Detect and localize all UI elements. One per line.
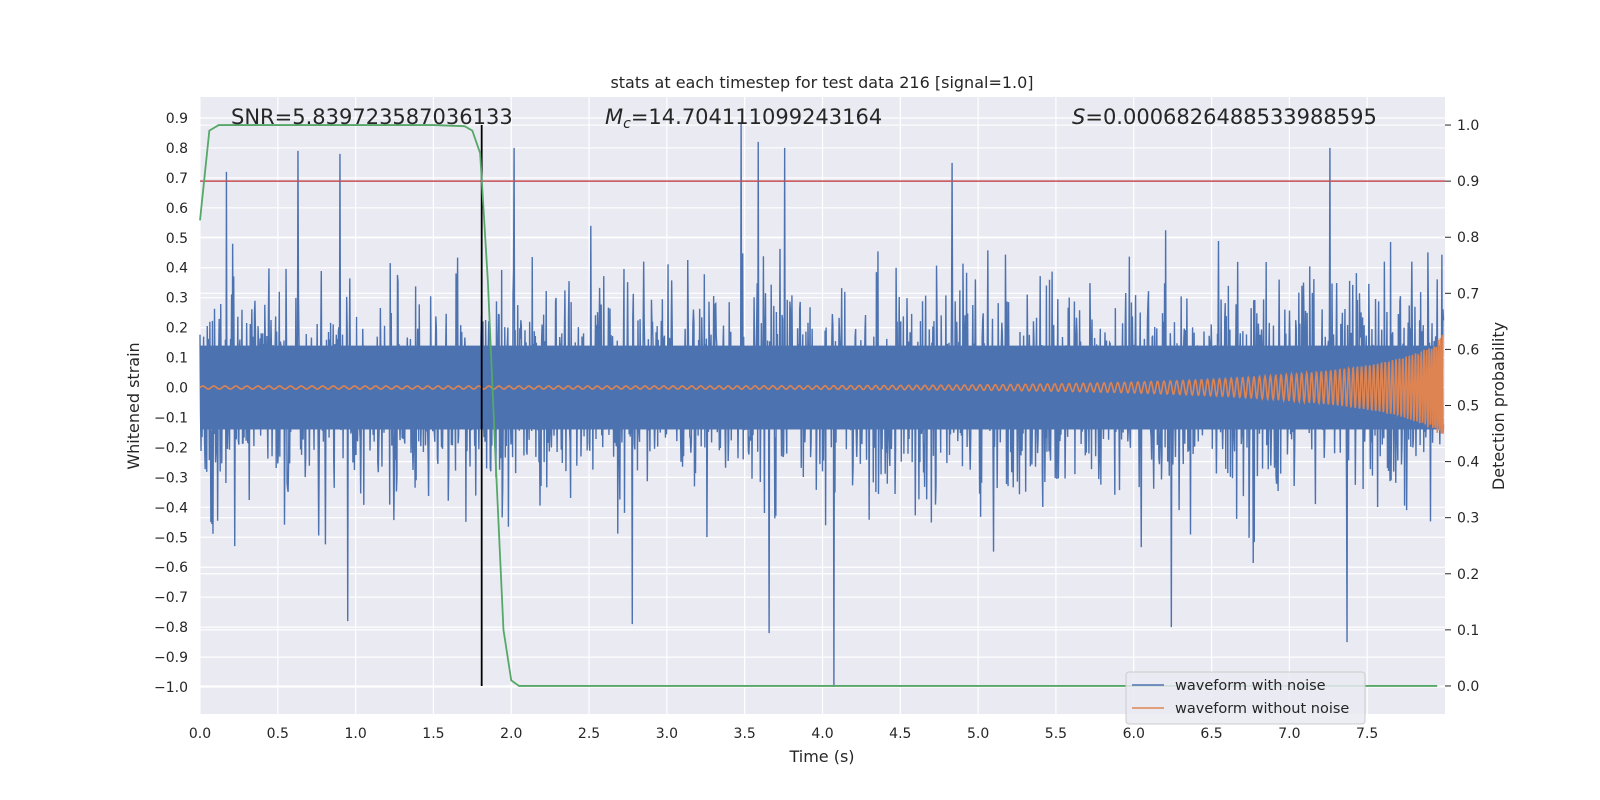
x-tick-label: 3.5 [734,726,756,742]
y-tick-label: −0.1 [154,410,188,426]
y-tick-label: 0.5 [166,231,188,247]
y-tick-label: 0.3 [166,291,188,307]
legend: waveform with noise waveform without noi… [1125,671,1366,725]
y2-axis-label: Detection probability [1489,322,1508,490]
x-tick-label: 5.5 [1045,726,1067,742]
y-tick-label: 0.2 [166,321,188,337]
y2-tick-label: 1.0 [1457,118,1479,134]
chirp-mass-annotation: Mc=14.704111099243164 [605,105,882,132]
x-tick-label: 0.5 [267,726,289,742]
y-tick-label: 0.7 [166,171,188,187]
y-tick-label: −0.2 [154,440,188,456]
s-annotation: S=0.0006826488533988595 [1072,105,1377,129]
y2-tick-label: 0.3 [1457,511,1479,527]
y-tick-label: 0.9 [166,111,188,127]
y2-tick-label: 0.4 [1457,455,1479,471]
detection-probability-line [199,124,1438,687]
x-tick-label: 4.0 [811,726,833,742]
chirp-mass-subscript: c [623,116,631,132]
x-tick-label: 5.0 [967,726,989,742]
chirp-mass-symbol: M [605,105,623,129]
x-tick-label: 6.5 [1200,726,1222,742]
y-tick-label: 0.0 [166,381,188,397]
y2-tick-label: 0.1 [1457,623,1479,639]
y2-tick-label: 0.5 [1457,399,1479,415]
x-tick-label: 1.0 [344,726,366,742]
legend-label-clean: waveform without noise [1175,701,1349,717]
series-waveform-without-noise [199,335,1445,434]
s-symbol: S [1072,105,1085,129]
legend-box [1125,671,1366,725]
y2-tick-label: 0.2 [1457,567,1479,583]
y-tick-label: 0.4 [166,261,188,277]
x-axis-label: Time (s) [788,747,854,766]
overlays [200,125,1445,686]
y2-tick-label: 0.6 [1457,342,1479,358]
y-tick-label: −0.7 [154,590,188,606]
y-tick-label: 0.6 [166,201,188,217]
x-tick-label: 4.5 [889,726,911,742]
y-tick-label: −0.8 [154,620,188,636]
series-detection-probability [199,124,1438,687]
y-tick-label: −0.5 [154,530,188,546]
noise-dense-band [200,345,1444,430]
y-tick-label: 0.1 [166,351,188,367]
x-tick-label: 6.0 [1123,726,1145,742]
axes: 0.0 0.5 1.0 1.5 2.0 2.5 3.0 3.5 4.0 4.5 5.0 5.5 6.0 6… [154,111,1479,742]
y-tick-label: −0.4 [154,500,188,516]
y-tick-label: −0.3 [154,470,188,486]
y2-tick-label: 0.9 [1457,174,1479,190]
clean-waveform-line [199,335,1445,434]
x-tick-label: 2.5 [578,726,600,742]
snr-annotation: SNR=5.839723587036133 [231,105,513,129]
y-tick-label: −1.0 [154,680,188,696]
legend-label-noise: waveform with noise [1175,678,1326,694]
chart-title: stats at each timestep for test data 216… [610,73,1033,92]
x-tick-label: 0.0 [189,726,211,742]
y2-tick-label: 0.7 [1457,286,1479,302]
x-tick-label: 2.0 [500,726,522,742]
y2-tick-label: 0.8 [1457,230,1479,246]
s-value: =0.0006826488533988595 [1085,105,1377,129]
y-axis-label: Whitened strain [124,342,143,469]
y-tick-label: 0.8 [166,141,188,157]
y2-tick-label: 0.0 [1457,679,1479,695]
y-tick-label: −0.6 [154,560,188,576]
chirp-mass-value: =14.704111099243164 [631,105,882,129]
x-tick-label: 3.0 [656,726,678,742]
x-tick-label: 7.5 [1356,726,1378,742]
x-tick-label: 7.0 [1278,726,1300,742]
y-tick-label: −0.9 [154,650,188,666]
x-tick-label: 1.5 [422,726,444,742]
